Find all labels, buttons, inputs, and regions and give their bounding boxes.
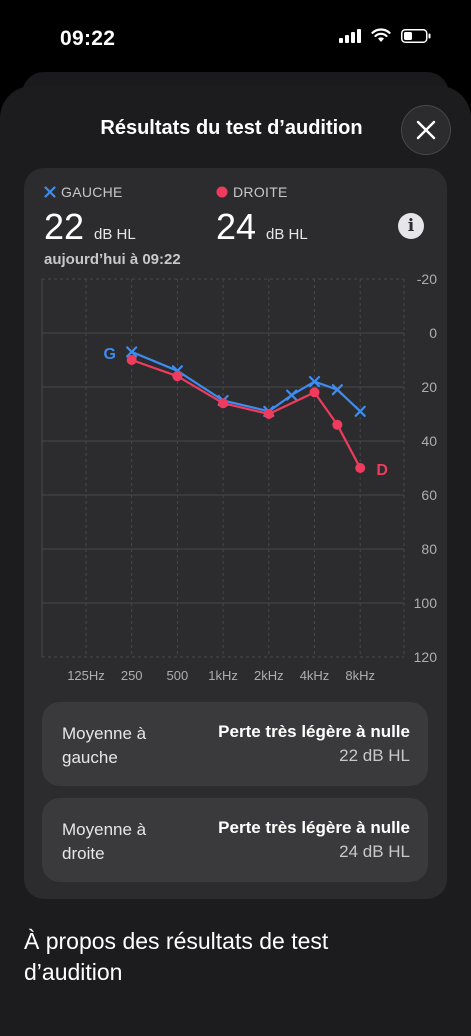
battery-icon (401, 28, 431, 43)
y-tick-label: 60 (421, 487, 437, 503)
x-tick-label: 500 (167, 668, 189, 683)
data-point-G (331, 384, 343, 396)
x-tick-label: 8kHz (345, 668, 375, 683)
data-point-D (218, 398, 229, 409)
stat-right-value: 24 dB HL (339, 842, 410, 861)
series-label-G: G (103, 346, 115, 363)
legend-left-unit: dB HL (94, 226, 136, 243)
data-point-D (263, 409, 274, 419)
data-point-G (126, 346, 138, 358)
close-button[interactable] (401, 105, 451, 155)
status-time: 09:22 (60, 27, 116, 50)
data-point-G (286, 389, 298, 401)
sheet-title: Résultats du test d’audition (100, 117, 363, 139)
signal-icon (339, 28, 361, 43)
y-tick-label: 20 (421, 379, 437, 395)
legend-left-value: 22 (44, 206, 85, 247)
series-line-D (131, 358, 362, 469)
info-button[interactable]: i (398, 213, 424, 239)
test-date: aujourd’hui à 09:22 (44, 251, 181, 268)
legend-right-value: 24 (216, 206, 257, 247)
info-icon: i (407, 216, 415, 236)
x-tick-label: 2kHz (254, 668, 284, 683)
y-tick-label: 40 (421, 433, 437, 449)
x-tick-label: 1kHz (208, 668, 238, 683)
y-tick-label: 100 (414, 595, 438, 611)
series-line-G (131, 350, 361, 413)
legend-right-unit: dB HL (266, 226, 308, 243)
legend-right-label: DROITE (233, 184, 288, 200)
dot-marker-icon (216, 186, 228, 198)
y-tick-label: 80 (421, 541, 437, 557)
stat-left-title: Perte très légère à nulle (218, 722, 410, 741)
stat-left-value: 22 dB HL (339, 746, 410, 765)
status-icons (339, 28, 431, 43)
data-point-D (126, 355, 137, 365)
close-icon (416, 120, 436, 140)
y-tick-label: -20 (417, 271, 437, 287)
stat-right-title: Perte très légère à nulle (218, 818, 410, 837)
data-point-D (309, 387, 320, 398)
legend-right: DROITE 24 dB HL (216, 184, 308, 248)
about-heading[interactable]: À propos des résultats de test d’auditio… (24, 928, 329, 985)
stat-row-right[interactable]: Moyenne à droite Perte très légère à nul… (42, 798, 428, 882)
y-tick-label: 0 (429, 325, 437, 341)
stat-row-left[interactable]: Moyenne à gauche Perte très légère à nul… (42, 702, 428, 786)
stat-right-label: Moyenne à droite (62, 820, 147, 863)
stat-left-label: Moyenne à gauche (62, 724, 147, 767)
data-point-G (354, 405, 366, 417)
legend-left: GAUCHE 22 dB HL (44, 184, 136, 248)
status-bar: 09:22 (0, 0, 471, 72)
data-point-D (355, 463, 366, 473)
audiogram-chart: -20 0 20 40 60 80 100 120 125Hz 250 500 1kHz 2kHz 4kH… (41, 271, 438, 683)
x-tick-label: 250 (121, 668, 143, 683)
series-label-D: D (376, 462, 388, 479)
x-marker-icon (44, 186, 56, 198)
x-tick-label: 125Hz (67, 668, 105, 683)
y-tick-label: 120 (414, 649, 438, 665)
data-point-D (172, 371, 183, 382)
legend-left-label: GAUCHE (61, 184, 123, 200)
wifi-icon (371, 28, 391, 42)
data-point-G (308, 376, 321, 388)
data-point-D (332, 419, 343, 430)
x-tick-label: 4kHz (300, 668, 330, 683)
